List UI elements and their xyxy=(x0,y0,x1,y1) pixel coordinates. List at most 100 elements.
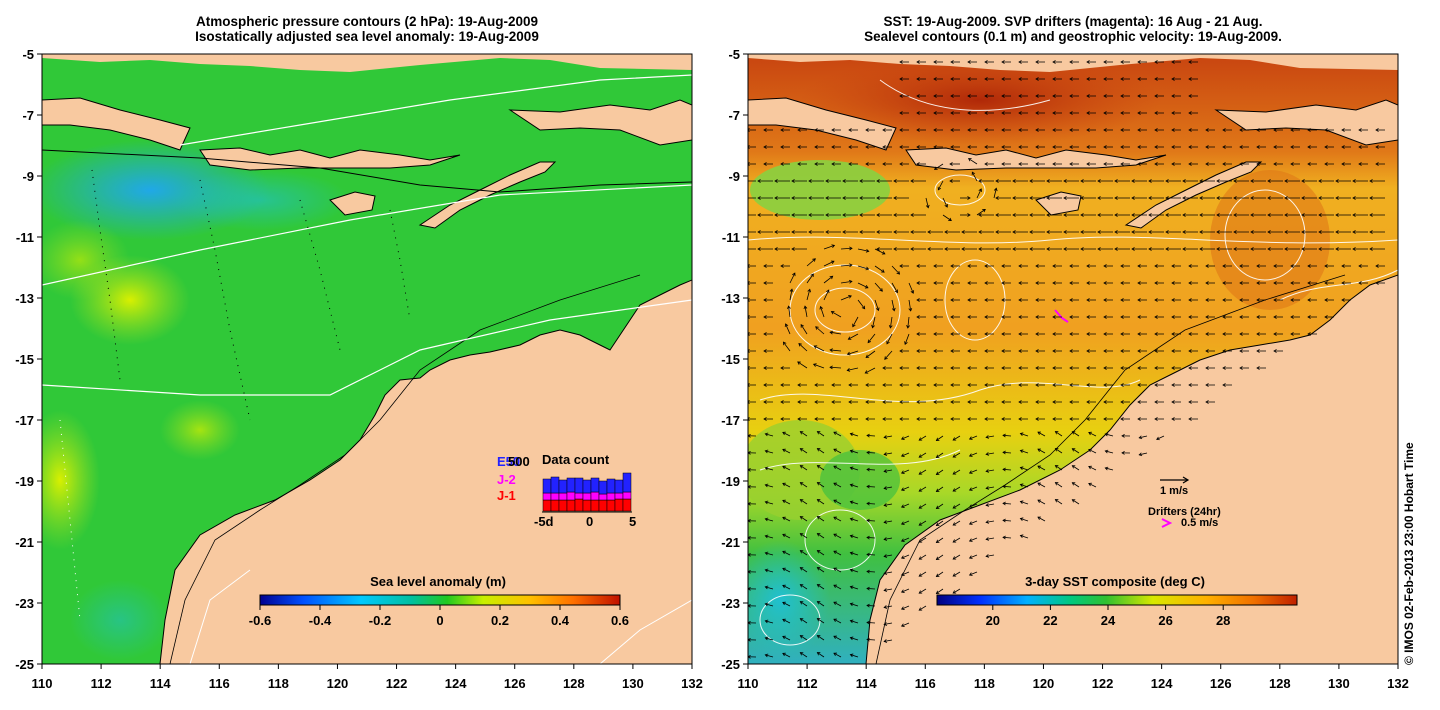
velocity-arrow-head xyxy=(842,179,846,183)
velocity-arrow-head xyxy=(1114,179,1118,183)
velocity-arrow-head xyxy=(1120,128,1124,132)
velocity-arrow xyxy=(800,533,808,539)
left-xtick-label: 126 xyxy=(504,676,526,691)
velocity-arrow-head xyxy=(1233,247,1237,251)
velocity-arrow-head xyxy=(1171,162,1175,166)
data-count-bar xyxy=(550,492,560,501)
velocity-arrow xyxy=(800,482,808,488)
velocity-arrow-head xyxy=(950,128,954,132)
velocity-arrow-head xyxy=(910,213,914,217)
velocity-arrow xyxy=(901,486,910,491)
velocity-arrow-head xyxy=(799,482,804,486)
velocity-arrow-head xyxy=(816,618,821,622)
velocity-arrow-head xyxy=(1301,179,1305,183)
velocity-arrow-head xyxy=(1171,128,1175,132)
velocity-arrow-head xyxy=(1120,60,1124,64)
left-xtick-label: 118 xyxy=(268,676,289,691)
velocity-arrow-head xyxy=(1069,315,1073,319)
velocity-arrow xyxy=(815,326,825,335)
velocity-arrow-head xyxy=(1188,417,1192,421)
velocity-arrow-head xyxy=(833,652,837,656)
velocity-arrow-head xyxy=(799,516,804,520)
velocity-arrow-head xyxy=(933,400,937,404)
velocity-arrow-head xyxy=(799,550,804,554)
velocity-arrow xyxy=(782,517,791,522)
velocity-arrow xyxy=(936,503,944,509)
velocity-arrow-head xyxy=(1103,145,1107,149)
velocity-arrow-head xyxy=(967,158,972,162)
velocity-arrow-head xyxy=(1052,298,1056,302)
velocity-arrow-head xyxy=(1069,94,1073,98)
velocity-arrow xyxy=(857,248,869,252)
velocity-arrow-head xyxy=(864,370,869,374)
velocity-arrow-head xyxy=(1256,332,1260,336)
velocity-arrow-head xyxy=(916,281,920,285)
velocity-arrow xyxy=(952,469,961,475)
velocity-arrow-head xyxy=(866,603,870,608)
velocity-arrow-head xyxy=(1256,281,1260,285)
velocity-arrow-head xyxy=(952,539,957,543)
velocity-arrow-head xyxy=(1035,128,1039,132)
data-count-bar xyxy=(622,498,632,512)
velocity-arrow-head xyxy=(812,363,817,367)
velocity-arrow-head xyxy=(1205,298,1209,302)
velocity-arrow-head xyxy=(967,94,971,98)
velocity-arrow-head xyxy=(1088,431,1092,436)
sst-colorbar: 3-day SST composite (deg C) 20 22 24 26 28 xyxy=(936,574,1298,628)
velocity-arrow-head xyxy=(1001,264,1005,268)
velocity-arrow-head xyxy=(799,618,804,622)
velocity-arrow-head xyxy=(748,315,750,319)
data-count-bars xyxy=(542,472,632,512)
velocity-arrow-head xyxy=(1104,432,1109,437)
velocity-arrow xyxy=(969,571,978,576)
velocity-arrow-head xyxy=(849,466,854,471)
velocity-arrow-head xyxy=(984,77,988,81)
velocity-arrow-head xyxy=(1188,298,1192,302)
velocity-arrow xyxy=(901,605,910,610)
velocity-arrow xyxy=(1002,451,1012,454)
velocity-arrow-head xyxy=(995,196,999,200)
velocity-arrow-head xyxy=(933,77,937,81)
data-count-bar xyxy=(574,477,584,494)
right-xtick-label: 110 xyxy=(738,676,759,691)
velocity-arrow-head xyxy=(763,400,767,404)
velocity-arrow-head xyxy=(865,354,870,358)
velocity-arrow-head xyxy=(1103,400,1107,404)
velocity-arrow-head xyxy=(1121,451,1125,455)
velocity-arrow-head xyxy=(813,345,818,349)
right-ytick-label: -5 xyxy=(728,47,740,62)
velocity-arrow-head xyxy=(859,196,863,200)
velocity-arrow-head xyxy=(1154,383,1158,387)
velocity-arrow-head xyxy=(882,400,886,404)
velocity-arrow-head xyxy=(908,307,913,312)
velocity-arrow-head xyxy=(816,584,821,588)
velocity-arrow-head xyxy=(950,349,954,353)
velocity-arrow-head xyxy=(1104,449,1109,454)
velocity-arrow-head xyxy=(950,298,954,302)
velocity-arrow-head xyxy=(893,247,897,251)
velocity-arrow xyxy=(936,588,944,594)
velocity-arrow xyxy=(1139,452,1148,456)
velocity-arrow-head xyxy=(797,383,801,387)
velocity-arrow-head xyxy=(1035,94,1039,98)
velocity-arrow-head xyxy=(866,518,870,523)
velocity-arrow-head xyxy=(984,145,988,149)
velocity-arrow-head xyxy=(1188,366,1192,370)
velocity-arrow xyxy=(782,500,791,505)
velocity-arrow xyxy=(782,432,791,437)
velocity-arrow-head xyxy=(918,505,923,509)
velocity-arrow-head xyxy=(1086,366,1090,370)
velocity-arrow-head xyxy=(933,281,937,285)
velocity-arrow xyxy=(782,602,791,607)
velocity-arrow-head xyxy=(748,349,750,353)
velocity-arrow-head xyxy=(1137,94,1141,98)
velocity-arrow xyxy=(833,652,842,658)
velocity-arrow xyxy=(952,571,961,577)
velocity-arrow xyxy=(765,484,774,488)
velocity-arrow-head xyxy=(1037,516,1042,520)
velocity-arrow-head xyxy=(899,349,903,353)
velocity-arrow-head xyxy=(918,454,923,458)
velocity-arrow-head xyxy=(1037,431,1042,435)
velocity-arrow-head xyxy=(1137,162,1141,166)
velocity-arrow-head xyxy=(812,258,816,262)
